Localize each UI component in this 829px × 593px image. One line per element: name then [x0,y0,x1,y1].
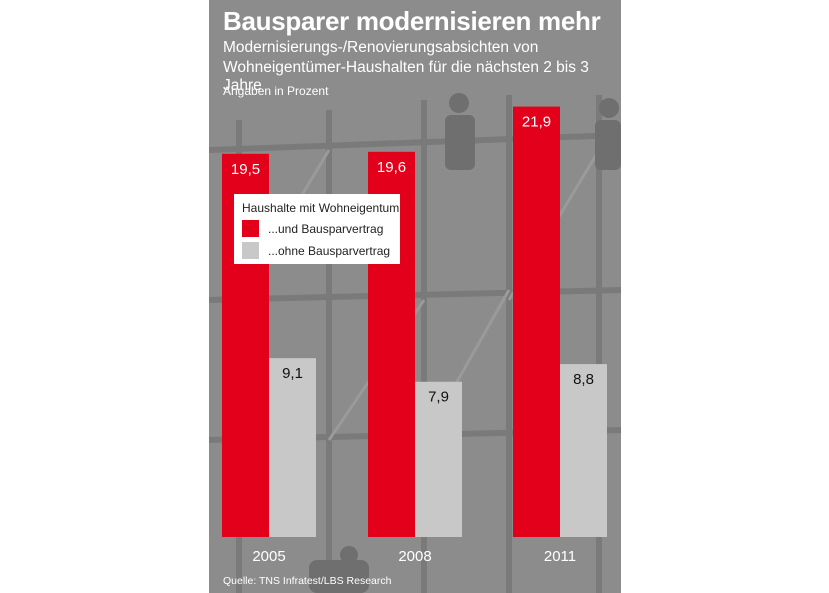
bar-without-contract-2005 [269,358,316,537]
chart-subtitle-line-1: Modernisierungs-/Renovierungsabsichten v… [223,39,539,56]
chart-title: Bausparer modernisieren mehr [223,6,601,36]
bar-without-contract-2008 [415,381,462,537]
unit-note: Angaben in Prozent [223,84,329,98]
data-label-without-contract-2011: 8,8 [573,371,594,388]
data-label-with-contract-2005: 19,5 [231,161,260,178]
legend-swatch-gray [242,242,259,259]
x-tick-label-2005: 2005 [252,548,285,565]
data-label-with-contract-2011: 21,9 [522,114,551,131]
legend: Haushalte mit Wohneigentum ...und Bauspa… [234,194,400,264]
source-note: Quelle: TNS Infratest/LBS Research [223,575,392,587]
data-label-with-contract-2008: 19,6 [377,159,406,176]
data-label-without-contract-2005: 9,1 [282,365,303,382]
x-tick-label-2011: 2011 [544,548,576,565]
bar-without-contract-2011 [560,364,607,537]
chart-subtitle-line-2: Wohneigentümer-Haushalten für die nächst… [223,59,589,94]
construction-scene-background [209,93,621,593]
chart-card: Bausparer modernisieren mehr Modernisier… [209,0,621,593]
bar-with-contract-2011 [513,106,560,537]
bar-chart: 19,5 9,1 2005 19,6 7,9 2008 21,9 8,8 2011 [222,106,607,565]
legend-title: Haushalte mit Wohneigentum [242,201,400,215]
x-tick-label-2008: 2008 [398,548,431,565]
legend-label: ...und Bausparvertrag [268,222,384,236]
legend-swatch-red [242,220,259,237]
data-label-without-contract-2008: 7,9 [428,389,449,406]
legend-label: ...ohne Bausparvertrag [268,244,391,258]
